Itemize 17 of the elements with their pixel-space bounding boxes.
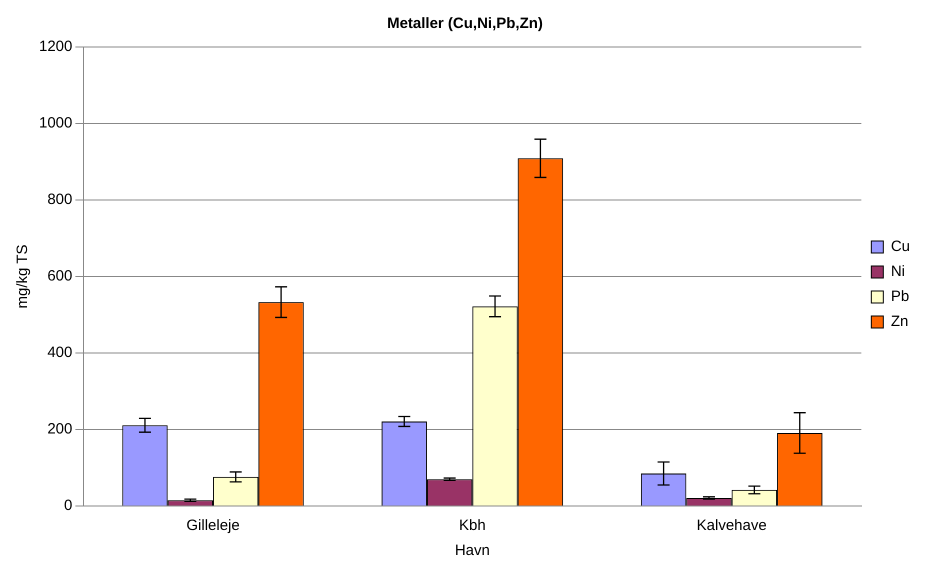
chart-title: Metaller (Cu,Ni,Pb,Zn) xyxy=(387,15,543,32)
x-tick-label: Gilleleje xyxy=(186,517,240,534)
x-axis-title: Havn xyxy=(454,542,490,560)
y-tick-label: 1200 xyxy=(38,38,72,56)
x-tick-label: Kalvehave xyxy=(696,517,767,534)
legend-label: Zn xyxy=(890,313,908,330)
y-tick-label: 600 xyxy=(47,268,72,285)
y-tick-label: 800 xyxy=(47,191,72,208)
legend-label: Ni xyxy=(890,263,905,280)
y-tick-label: 200 xyxy=(47,420,72,438)
y-tick-label: 0 xyxy=(64,497,72,514)
legend-label: Cu xyxy=(890,238,910,256)
y-axis-title: mg/kg TS xyxy=(14,244,32,308)
x-tick-label: Kbh xyxy=(458,517,486,534)
y-tick-label: 400 xyxy=(47,344,72,362)
y-tick-label: 1000 xyxy=(38,114,72,132)
legend-label: Pb xyxy=(890,288,910,306)
